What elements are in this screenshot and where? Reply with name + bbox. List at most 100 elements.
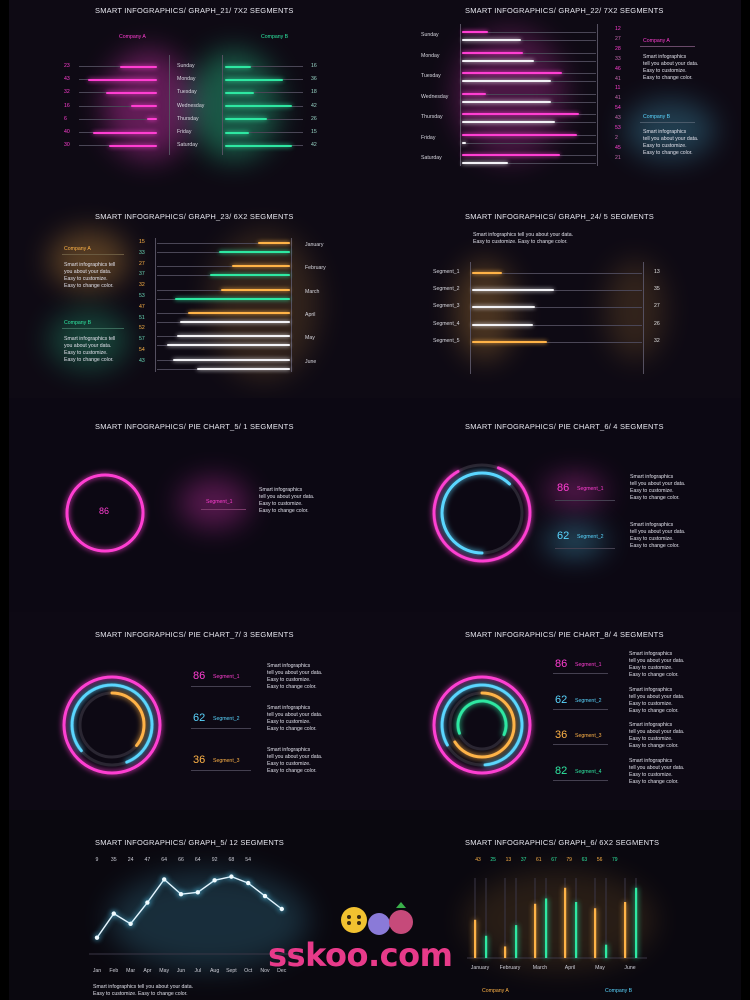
- graph6-top-value: 67: [551, 857, 557, 863]
- graph24-desc: Smart infographics tell you about your d…: [473, 232, 574, 245]
- graph23-desc-a: Smart infographics tell you about your d…: [64, 262, 116, 289]
- graph5-month-label: Aug: [210, 968, 219, 974]
- graph6-month-label: June: [624, 965, 635, 971]
- graph5-top-value: 24: [128, 857, 134, 863]
- pie8-panel: SMART INFOGRAPHICS/ PIE CHART_8/ 4 SEGME…: [375, 612, 741, 810]
- graph6-month-label: February: [500, 965, 521, 971]
- pie6-legend-value: 62: [557, 530, 570, 542]
- graph5-month-label: Apr: [143, 968, 151, 974]
- pie8-legend-value: 82: [555, 764, 568, 777]
- graph6-bar: [504, 946, 507, 958]
- graph22-bar: [462, 80, 551, 82]
- graph6-bar: [624, 902, 627, 958]
- graph23-bar: [188, 311, 290, 314]
- graph23-value: 57: [139, 336, 145, 343]
- graph21-left-track: [79, 66, 157, 67]
- graph21-day-label: Friday: [177, 129, 192, 135]
- graph22-track: [462, 142, 596, 144]
- graph22-value: 41: [615, 95, 621, 102]
- pie8-legend-desc: Smart infographics tell you about your d…: [629, 651, 685, 678]
- graph24-segment-label: Segment_4: [433, 320, 460, 327]
- graph5-top-value: 54: [245, 857, 251, 863]
- graph22-company-a: Company A: [643, 38, 670, 44]
- graph6-top-value: 37: [521, 857, 527, 863]
- graph5-point: [279, 906, 284, 912]
- graph21-panel: SMART INFOGRAPHICS/ GRAPH_21/ 7X2 SEGMEN…: [9, 0, 375, 200]
- graph22-value: 28: [615, 45, 621, 52]
- graph23-value: 33: [139, 249, 145, 256]
- graph6-month-label: April: [565, 965, 575, 971]
- graph23-value: 37: [139, 271, 145, 278]
- pie8-ring-2: [440, 683, 524, 767]
- graph5-point: [178, 892, 184, 897]
- graph22-day-label: Friday: [421, 134, 436, 141]
- graph21-company-b: Company B: [261, 34, 289, 40]
- graph21-day-label: Tuesday: [177, 89, 197, 96]
- graph24-track: [472, 290, 642, 292]
- graph5-point: [229, 874, 234, 879]
- graph5-month-label: Oct: [244, 968, 253, 974]
- graph24-bar: [472, 323, 533, 326]
- graph22-value: 43: [615, 115, 621, 122]
- graph22-bar: [462, 31, 488, 33]
- graph23-bar: [177, 335, 290, 338]
- graph6-top-value: 25: [490, 857, 496, 863]
- graph6-bar: [534, 903, 537, 958]
- graph21-day-label: Saturday: [177, 142, 198, 149]
- graph23-month-label: March: [305, 288, 320, 295]
- graph23-month-label: February: [305, 265, 326, 272]
- graph22-bar: [462, 154, 560, 156]
- graph5-month-label: May: [159, 968, 169, 974]
- graph21-title: SMART INFOGRAPHICS/ GRAPH_21/ 7X2 SEGMEN…: [95, 6, 294, 15]
- graph6-month-label: March: [533, 965, 548, 971]
- graph6-top-value: 13: [506, 857, 512, 863]
- graph6-bar: [545, 898, 548, 958]
- graph22-bar: [462, 59, 534, 62]
- pie7-legend-value: 36: [193, 754, 206, 766]
- graph24-bar: [472, 272, 503, 274]
- graph5-top-value: 92: [212, 857, 218, 863]
- pie8-ring-4: [456, 699, 508, 751]
- graph5-point: [162, 877, 167, 882]
- pie5-chart: [65, 473, 145, 553]
- graph21-bar-b: [225, 131, 249, 134]
- graph5-top-value: 64: [161, 857, 167, 863]
- graph24-bar: [472, 289, 554, 292]
- graph22-value: 53: [615, 125, 621, 131]
- graph6-bar: [474, 919, 477, 958]
- graph21-left-value: 43: [64, 76, 70, 83]
- graph24-bar: [472, 306, 535, 309]
- graph21-right-value: 42: [311, 102, 317, 109]
- pie8-ring-3: [448, 691, 516, 759]
- pie6-panel: SMART INFOGRAPHICS/ PIE CHART_6/ 4 SEGME…: [375, 398, 741, 612]
- graph23-month-label: May: [305, 335, 315, 342]
- pie7-title: SMART INFOGRAPHICS/ PIE CHART_7/ 3 SEGME…: [95, 630, 294, 639]
- graph21-bar-b: [225, 65, 251, 68]
- graph24-segment-label: Segment_1: [433, 269, 460, 275]
- pie6-legend-rule: [555, 548, 615, 549]
- graph24-track: [472, 341, 642, 343]
- pie8-legend-rule: [553, 744, 608, 745]
- pie7-legend-rule: [191, 770, 251, 771]
- graph5-point: [195, 890, 200, 895]
- graph24-track: [472, 324, 642, 326]
- graph22-track: [462, 32, 596, 33]
- graph5-top-value: 9: [96, 857, 99, 863]
- graph22-day-label: Saturday: [421, 155, 442, 161]
- graph22-bar: [462, 141, 467, 144]
- pie8-legend-desc: Smart infographics tell you about your d…: [629, 722, 685, 749]
- pie7-legend-value: 86: [193, 670, 206, 682]
- graph23-month-label: January: [305, 242, 324, 248]
- graph21-left-track: [79, 118, 157, 120]
- graph21-bar-b: [225, 91, 254, 94]
- graph23-bar: [231, 265, 290, 268]
- graph21-bar-a: [131, 105, 157, 108]
- graph21-left-value: 6: [64, 115, 67, 122]
- graph23-value: 54: [139, 347, 145, 353]
- graph21-right-value: 16: [311, 63, 317, 69]
- pie7-legend-desc: Smart infographics tell you about your d…: [267, 747, 323, 774]
- pie8-title: SMART INFOGRAPHICS/ PIE CHART_8/ 4 SEGME…: [465, 630, 664, 639]
- graph6-company-a: Company A: [482, 988, 509, 994]
- graph21-right-value: 26: [311, 115, 317, 122]
- pie5-title: SMART INFOGRAPHICS/ PIE CHART_5/ 1 SEGME…: [95, 422, 294, 431]
